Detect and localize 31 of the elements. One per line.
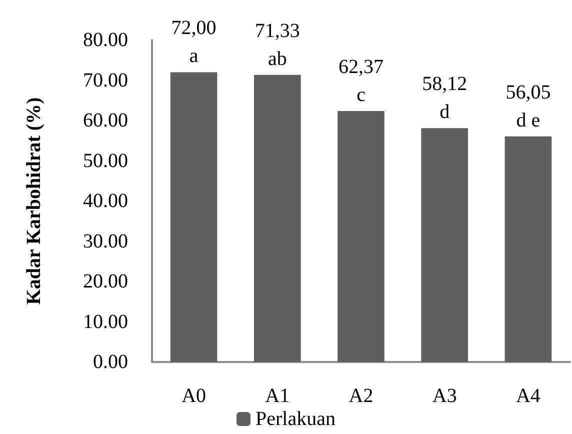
- annotation: ab: [268, 48, 287, 70]
- annotation: d e: [516, 109, 540, 132]
- x-tick-label: A0: [182, 385, 206, 407]
- bar: [170, 72, 218, 362]
- x-tick-label: A4: [516, 385, 540, 407]
- y-tick-label: 30.00: [83, 230, 128, 252]
- y-tick-label: 80.00: [83, 29, 128, 51]
- y-tick-label: 0.00: [93, 351, 128, 373]
- bar: [338, 110, 384, 362]
- data-label: 62,37: [338, 56, 384, 78]
- y-tick-label: 60.00: [83, 110, 128, 132]
- y-tick-label: 50.00: [83, 150, 128, 172]
- legend-label: Perlakuan: [256, 408, 336, 430]
- data-label: 58,12: [422, 73, 468, 96]
- bar: [504, 136, 552, 362]
- annotation: a: [189, 45, 198, 68]
- bar: [421, 128, 468, 362]
- x-tick-label: A1: [265, 385, 290, 407]
- x-tick-label: A2: [348, 385, 374, 407]
- annotation: d: [440, 101, 450, 124]
- annotation: c: [356, 84, 366, 106]
- data-label: 56,05: [506, 81, 551, 104]
- y-tick-label: 70.00: [83, 69, 128, 92]
- y-tick-label: 40.00: [83, 190, 128, 212]
- data-label: 72,00: [171, 17, 216, 40]
- y-tick-label: 10.00: [83, 310, 128, 333]
- y-tick-label: 20.00: [83, 270, 128, 292]
- x-tick-label: A3: [432, 385, 457, 407]
- bar: [254, 74, 301, 362]
- y-axis-title: Kadar Karbohidrat (%): [23, 97, 45, 305]
- data-label: 71,33: [254, 20, 300, 42]
